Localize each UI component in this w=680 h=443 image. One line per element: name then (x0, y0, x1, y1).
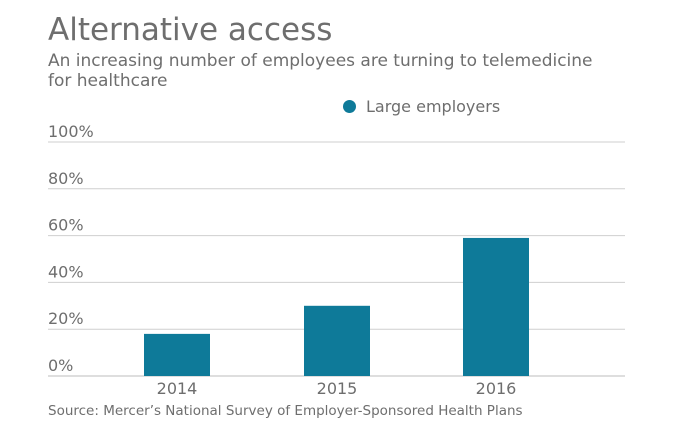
bar-2014 (144, 333, 210, 376)
x-tick-label-2014: 2014 (157, 379, 198, 398)
y-tick-label-100: 100% (48, 122, 94, 141)
x-tick-label-2016: 2016 (476, 379, 517, 398)
y-tick-label-80: 80% (48, 169, 84, 188)
chart-title: Alternative access (48, 12, 333, 48)
y-tick-label-20: 20% (48, 309, 84, 328)
legend-label-large-employers: Large employers (366, 97, 501, 116)
x-tick-label-2015: 2015 (317, 379, 358, 398)
y-tick-label-40: 40% (48, 262, 84, 281)
legend-marker-large-employers (343, 100, 356, 113)
chart-subtitle: An increasing number of employees are tu… (48, 51, 593, 91)
bar-2016 (463, 237, 529, 376)
source-note: Source: Mercer’s National Survey of Empl… (48, 403, 523, 419)
legend: Large employers (343, 97, 500, 116)
y-tick-label-0: 0% (48, 356, 73, 375)
bar-2015 (304, 305, 370, 376)
y-tick-label-60: 60% (48, 216, 84, 235)
